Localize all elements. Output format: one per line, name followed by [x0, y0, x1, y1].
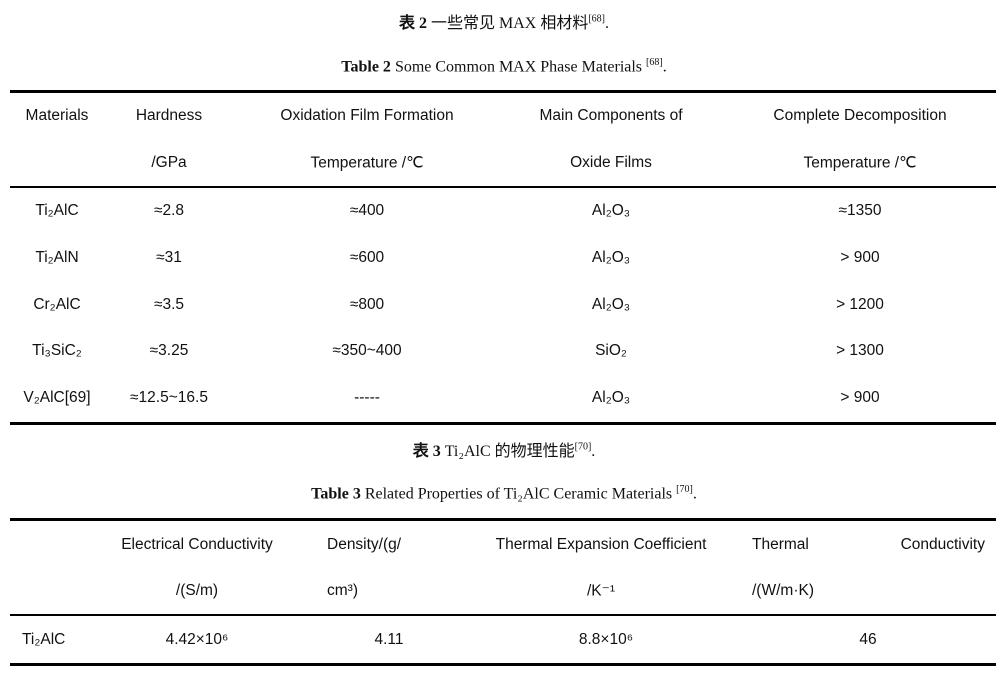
t3-cell-material: Ti₂AlC: [22, 631, 66, 648]
t2-header-col1-line1: /GPa: [151, 154, 187, 171]
t3-header-thermal-1: Thermal: [752, 536, 809, 553]
t2-cell-r0-c3: Al₂O₃: [591, 202, 631, 219]
t2-cell-r1-c1: ≈31: [156, 248, 182, 266]
t2-cell-r0-c0: Ti₂AlC: [35, 202, 79, 219]
t3-cell-expansion: 8.8×10⁶: [578, 631, 634, 648]
t2-cell-r2-c3: Al₂O₃: [591, 295, 631, 313]
t3-header-density-1: Density/(g/: [327, 536, 402, 553]
table2-header-rule: [10, 186, 996, 188]
t2-cell-r3-c4: > 1300: [836, 342, 884, 360]
table3-top-rule: [10, 518, 996, 521]
t2-cell-r4-c3: Al₂O₃: [591, 389, 631, 407]
t3-header-electrical-1: Electrical Conductivity: [121, 536, 273, 553]
t3-cell-thermal: 46: [859, 631, 877, 648]
t2-cell-r3-c1: ≈3.25: [149, 342, 189, 360]
t2-cell-r0-c1: ≈2.8: [153, 202, 185, 219]
table2-caption-cn: 表 2 一些常见 MAX 相材料[68].: [398, 13, 610, 32]
t3-header-expansion-2: /K⁻¹: [587, 582, 615, 600]
t2-cell-r2-c4: > 1200: [836, 295, 884, 313]
t2-header-col4-line0: Complete Decomposition: [773, 107, 947, 124]
table3-caption-cn: 表 3 Ti₂AlC 的物理性能[70].: [412, 441, 596, 460]
t2-cell-r0-c4: ≈1350: [838, 202, 882, 219]
t2-cell-r2-c0: Cr₂AlC: [33, 295, 81, 313]
t3-header-expansion-1: Thermal Expansion Coefficient: [495, 536, 707, 553]
t2-cell-r4-c2: -----: [354, 389, 380, 407]
table2-bottom-rule: [10, 422, 996, 425]
t2-cell-r1-c0: Ti₂AlN: [35, 248, 79, 266]
table3-bottom-rule: [10, 663, 996, 666]
t2-header-col0-line0: Materials: [25, 107, 89, 124]
t2-header-col2-line0: Oxidation Film Formation: [280, 107, 454, 124]
t2-cell-r4-c0: V₂AlC[69]: [23, 389, 91, 407]
t2-cell-r1-c4: > 900: [840, 248, 880, 266]
t2-cell-r0-c2: ≈400: [349, 202, 385, 219]
table2-caption-en: Table 2 Some Common MAX Phase Materials …: [341, 57, 667, 76]
t3-cell-electrical: 4.42×10⁶: [165, 631, 229, 648]
t3-header-thermal-2: Conductivity: [900, 536, 985, 553]
t2-header-col2-line1: Temperature /℃: [310, 154, 424, 172]
t2-cell-r3-c0: Ti₃SiC₂: [32, 342, 82, 360]
t2-cell-r4-c1: ≈12.5~16.5: [130, 389, 208, 407]
t2-cell-r2-c2: ≈800: [349, 295, 385, 313]
t2-cell-r3-c3: SiO₂: [595, 342, 627, 360]
t3-header-density-2: cm³): [327, 582, 358, 599]
t2-cell-r1-c2: ≈600: [349, 248, 385, 266]
t2-header-col4-line1: Temperature /℃: [803, 154, 917, 172]
t2-header-col1-line0: Hardness: [135, 107, 203, 124]
t2-cell-r3-c2: ≈350~400: [332, 342, 402, 360]
table3-header-rule: [10, 614, 996, 616]
table2-top-rule: [10, 90, 996, 93]
t3-cell-density: 4.11: [374, 631, 404, 648]
table3-caption-en: Table 3 Related Properties of Ti₂AlC Cer…: [311, 484, 697, 503]
t2-cell-r1-c3: Al₂O₃: [591, 248, 631, 266]
t2-header-col3-line0: Main Components of: [539, 107, 683, 124]
t3-header-thermal-3: /(W/m·K): [752, 582, 814, 599]
t2-cell-r4-c4: > 900: [840, 389, 880, 407]
t3-header-electrical-2: /(S/m): [175, 582, 219, 599]
t2-header-col3-line1: Oxide Films: [570, 154, 652, 171]
t2-cell-r2-c1: ≈3.5: [153, 295, 185, 313]
